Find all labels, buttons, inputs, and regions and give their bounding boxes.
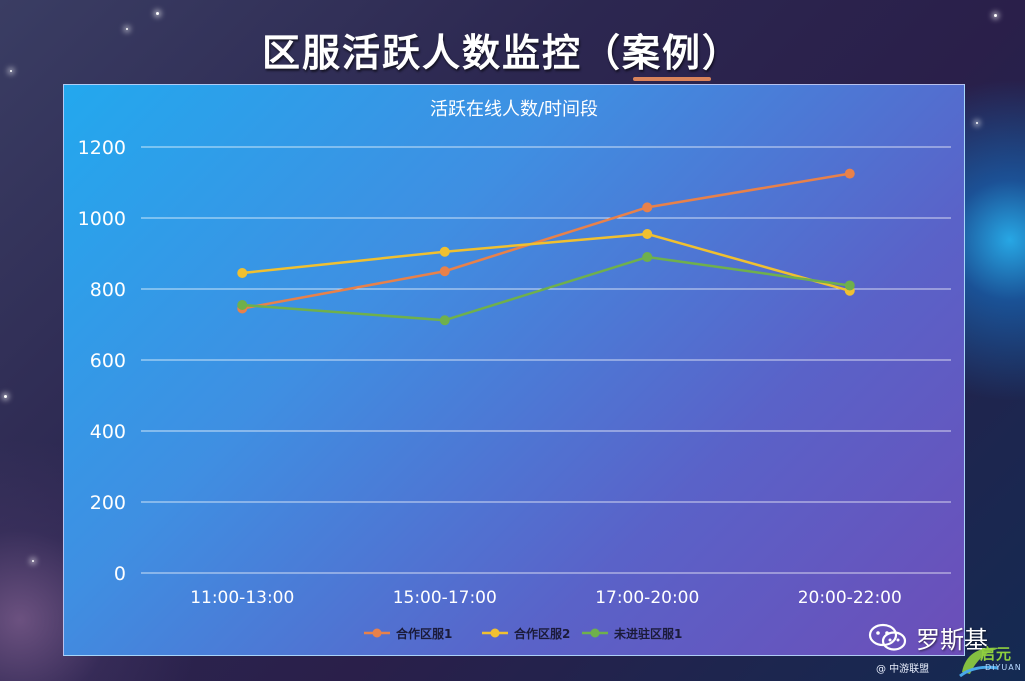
legend-label: 合作区服2 bbox=[514, 626, 570, 641]
data-point bbox=[642, 202, 653, 213]
star-decoration bbox=[32, 560, 34, 562]
series-lines bbox=[237, 168, 855, 326]
chart-panel: 活跃在线人数/时间段 0 200 400 600 800 1000 1200 11:00-1… bbox=[63, 84, 965, 656]
author-name: 罗斯基 bbox=[916, 626, 988, 654]
x-axis-ticks: 11:00-13:00 15:00-17:00 17:00-20:00 20:00-2… bbox=[190, 588, 902, 608]
y-tick-label: 1000 bbox=[78, 208, 126, 230]
star-decoration bbox=[126, 28, 128, 30]
legend-label: 未进驻区服1 bbox=[613, 626, 682, 641]
y-tick-label: 800 bbox=[90, 279, 126, 301]
logo-icon bbox=[959, 647, 1000, 678]
y-tick-label: 400 bbox=[90, 421, 126, 443]
data-point bbox=[642, 252, 653, 263]
source-tag: @ 中游联盟 bbox=[876, 664, 930, 675]
legend-label: 合作区服1 bbox=[396, 626, 452, 641]
y-tick-label: 1200 bbox=[78, 137, 126, 159]
series-line bbox=[242, 232, 851, 292]
page-title: 区服活跃人数监控（案例） bbox=[262, 31, 743, 75]
legend-swatch-marker bbox=[372, 628, 382, 638]
watermark: 罗斯基 启元 DIYUAN @ 中游联盟 bbox=[868, 620, 1025, 680]
star-decoration bbox=[10, 70, 12, 72]
data-point bbox=[642, 228, 653, 239]
legend: 合作区服1 合作区服2 未进驻区服1 bbox=[364, 626, 682, 641]
y-axis-ticks: 0 200 400 600 800 1000 1200 bbox=[78, 137, 126, 585]
star-decoration bbox=[156, 12, 159, 15]
star-decoration bbox=[976, 122, 978, 124]
x-tick-label: 15:00-17:00 bbox=[393, 588, 497, 608]
title-underline bbox=[633, 77, 711, 81]
series-line bbox=[242, 172, 850, 310]
data-point bbox=[237, 268, 248, 279]
line-chart: 活跃在线人数/时间段 0 200 400 600 800 1000 1200 11:00-1… bbox=[78, 99, 951, 641]
legend-swatch-marker bbox=[590, 628, 600, 638]
y-tick-label: 600 bbox=[90, 350, 126, 372]
x-tick-label: 17:00-20:00 bbox=[595, 588, 699, 608]
x-tick-label: 11:00-13:00 bbox=[190, 588, 294, 608]
y-tick-label: 0 bbox=[114, 563, 126, 585]
logo-subtext: DIYUAN bbox=[985, 663, 1022, 672]
data-point bbox=[439, 266, 450, 277]
chart-title: 活跃在线人数/时间段 bbox=[430, 99, 598, 120]
series-line bbox=[242, 255, 850, 322]
data-point bbox=[439, 246, 450, 257]
data-point bbox=[237, 299, 248, 310]
star-decoration bbox=[994, 14, 997, 17]
logo-text: 启元 bbox=[980, 645, 1013, 663]
wechat-icon bbox=[868, 623, 907, 651]
legend-swatch-marker bbox=[490, 628, 500, 638]
data-point bbox=[844, 168, 855, 179]
x-tick-label: 20:00-22:00 bbox=[798, 588, 902, 608]
star-decoration bbox=[4, 395, 7, 398]
data-point bbox=[844, 280, 855, 291]
y-tick-label: 200 bbox=[90, 492, 126, 514]
data-point bbox=[439, 315, 450, 326]
gridlines bbox=[141, 146, 951, 574]
